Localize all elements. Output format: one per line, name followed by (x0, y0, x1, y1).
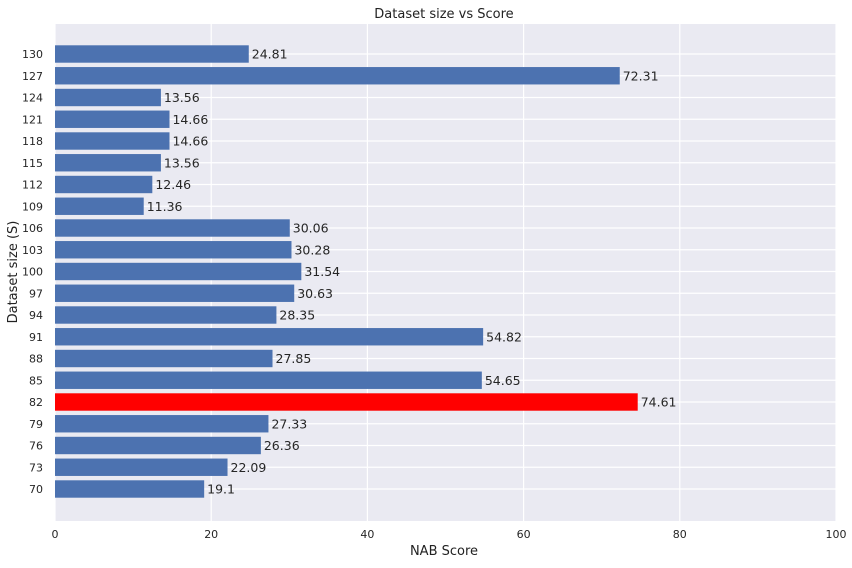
bar-value-label: 12.46 (155, 177, 191, 192)
bar (55, 415, 269, 433)
y-tick-label: 124 (22, 92, 43, 105)
bar-value-label: 30.63 (297, 286, 333, 301)
x-axis-label: NAB Score (410, 544, 478, 559)
y-tick-label: 79 (29, 418, 43, 431)
x-tick-label: 0 (52, 528, 59, 541)
bar-value-label: 30.06 (293, 221, 329, 236)
bar (55, 110, 170, 128)
chart-title: Dataset size vs Score (374, 7, 513, 22)
bar-value-label: 27.33 (271, 416, 307, 431)
bar (55, 175, 153, 194)
bar-value-label: 26.36 (264, 438, 300, 453)
bar-value-label: 31.54 (304, 264, 340, 279)
bar (55, 241, 292, 259)
y-tick-label: 130 (22, 48, 43, 61)
bar (55, 197, 144, 215)
y-tick-label: 118 (22, 135, 43, 148)
bar-value-label: 74.61 (641, 395, 677, 410)
bar (55, 349, 273, 368)
bar-value-label: 72.31 (623, 68, 659, 83)
y-tick-label: 76 (29, 440, 43, 453)
bar-value-label: 14.66 (172, 112, 208, 127)
y-tick-labels: 70 73 76 79 82 85 88 91 94 97 100 103 106 109 112 115 11… (22, 48, 43, 496)
bar-value-label: 54.65 (485, 373, 521, 388)
bar (55, 458, 228, 476)
y-tick-label: 73 (29, 461, 43, 474)
bar (55, 132, 170, 150)
bar (55, 371, 482, 389)
x-tick-label: 20 (204, 528, 218, 541)
y-tick-label: 91 (29, 331, 43, 344)
y-tick-label: 100 (22, 266, 43, 279)
bar-value-label: 14.66 (172, 134, 208, 149)
x-tick-label: 60 (517, 528, 531, 541)
y-tick-label: 94 (29, 309, 43, 322)
highlighted-bar (55, 393, 638, 411)
y-tick-label: 82 (29, 396, 43, 409)
y-tick-label: 121 (22, 113, 43, 126)
y-tick-label: 97 (29, 287, 43, 300)
x-tick-label: 100 (826, 528, 847, 541)
bar (55, 328, 484, 346)
y-tick-label: 106 (22, 222, 43, 235)
y-tick-label: 109 (22, 200, 43, 213)
bars (55, 45, 638, 498)
bar-value-label: 19.1 (207, 482, 235, 497)
bar (55, 219, 290, 237)
y-tick-label: 88 (29, 353, 43, 366)
bar-value-label: 13.56 (164, 90, 200, 105)
bar-value-label: 13.56 (164, 155, 200, 170)
bar-value-label: 54.82 (486, 329, 522, 344)
x-tick-label: 80 (673, 528, 687, 541)
bar-value-label: 11.36 (147, 199, 183, 214)
bar-value-label: 22.09 (231, 460, 267, 475)
bar (55, 67, 620, 85)
bar-value-label: 28.35 (279, 308, 315, 323)
y-tick-label: 115 (22, 157, 43, 170)
value-labels: 19.1 22.09 26.36 27.33 74.61 54.65 27.85 54.82 2… (147, 47, 677, 497)
bar (55, 45, 249, 63)
bar (55, 284, 295, 302)
bar (55, 306, 277, 324)
bar (55, 154, 161, 172)
bar-value-label: 30.28 (294, 242, 330, 257)
bar-value-label: 24.81 (252, 47, 288, 62)
bar (55, 480, 205, 498)
x-tick-label: 40 (360, 528, 374, 541)
bar (55, 262, 302, 281)
y-tick-label: 112 (22, 179, 43, 192)
y-tick-label: 127 (22, 70, 43, 83)
y-tick-label: 103 (22, 244, 43, 257)
y-axis-label: Dataset size (S) (6, 221, 21, 324)
y-tick-label: 85 (29, 374, 43, 387)
bar (55, 436, 261, 455)
bar (55, 88, 161, 107)
bar-value-label: 27.85 (276, 351, 312, 366)
y-tick-label: 70 (29, 483, 43, 496)
x-tick-labels: 0 20 40 60 80 100 (52, 528, 847, 541)
